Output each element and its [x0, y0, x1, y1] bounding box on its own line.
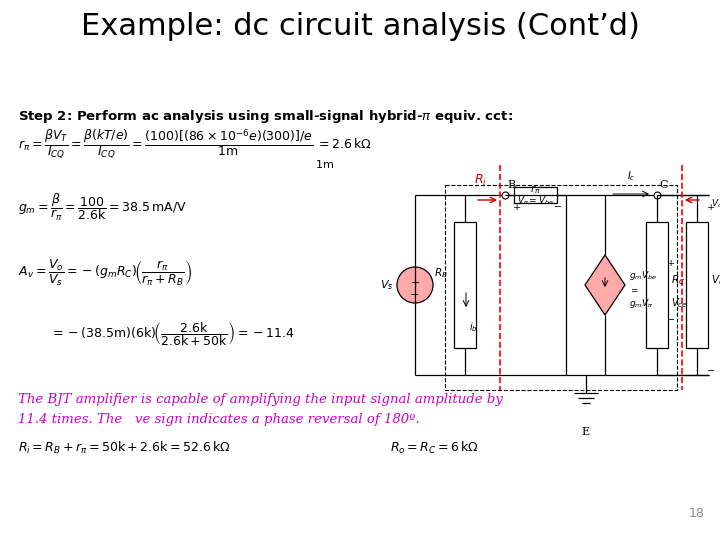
Text: $V_o$: $V_o$ [711, 273, 720, 287]
Text: The BJT amplifier is capable of amplifying the input signal amplitude by: The BJT amplifier is capable of amplifyi… [18, 393, 503, 406]
Text: $g_{m} = \dfrac{\beta}{r_{\pi}} = \dfrac{100}{2.6\mathrm{k}} = 38.5\,\mathrm{mA/: $g_{m} = \dfrac{\beta}{r_{\pi}} = \dfrac… [18, 192, 187, 223]
Text: C: C [659, 180, 667, 190]
Text: +: + [410, 278, 420, 288]
Text: $R_C$: $R_C$ [671, 273, 685, 287]
Text: +: + [707, 203, 715, 212]
Text: $g_m V_{be}$: $g_m V_{be}$ [629, 268, 657, 281]
Text: $r_{\pi} = \dfrac{\beta V_T}{I_{CQ}} = \dfrac{\beta(kT/e)}{I_{CQ}} = \dfrac{(100: $r_{\pi} = \dfrac{\beta V_T}{I_{CQ}} = \… [18, 128, 372, 162]
Text: Step 2: Perform ac analysis using small-signal hybrid-$\pi$ equiv. cct:: Step 2: Perform ac analysis using small-… [18, 108, 513, 125]
Bar [514, 187, 557, 203]
Text: $R_{o} = R_{C} = 6\,\mathrm{k}\Omega$: $R_{o} = R_{C} = 6\,\mathrm{k}\Omega$ [390, 440, 479, 456]
Text: 11.4 times. The   ve sign indicates a phase reversal of 180º.: 11.4 times. The ve sign indicates a phas… [18, 413, 420, 426]
Text: $=$: $=$ [629, 286, 639, 294]
Text: +: + [667, 259, 675, 267]
Polygon shape [585, 255, 625, 315]
Text: −: − [707, 367, 715, 376]
Text: 18: 18 [689, 507, 705, 520]
Text: $I_c$: $I_c$ [626, 169, 635, 183]
Text: $1\mathrm{m}$: $1\mathrm{m}$ [315, 158, 335, 170]
Text: −: − [554, 203, 562, 212]
Text: B: B [507, 180, 515, 190]
Text: +: + [513, 203, 521, 212]
Bar [646, 222, 668, 348]
Text: $V_{\pi}=V_{be}$: $V_{\pi}=V_{be}$ [517, 194, 554, 207]
Text: $g_m V_{\pi}$: $g_m V_{\pi}$ [629, 296, 653, 309]
Text: Example: dc circuit analysis (Cont’d): Example: dc circuit analysis (Cont’d) [81, 12, 639, 41]
Bar [686, 222, 708, 348]
Text: $V_s$: $V_s$ [379, 278, 393, 292]
Text: −: − [410, 290, 420, 300]
Text: E: E [582, 427, 590, 437]
Text: $V_{ce}$: $V_{ce}$ [671, 296, 688, 310]
Text: $A_{v} = \dfrac{V_{o}}{V_{s}} = -(g_{m}R_{C})\!\left(\dfrac{r_{\pi}}{r_{\pi}+R_{: $A_{v} = \dfrac{V_{o}}{V_{s}} = -(g_{m}R… [18, 258, 192, 288]
Text: $R_i$: $R_i$ [474, 172, 487, 187]
Text: $R_{i} = R_{B} + r_{\pi} = 50\mathrm{k} + 2.6\mathrm{k} = 52.6\,\mathrm{k}\Omega: $R_{i} = R_{B} + r_{\pi} = 50\mathrm{k} … [18, 440, 230, 456]
Bar [445, 185, 677, 390]
Text: $r_{\pi}$: $r_{\pi}$ [530, 183, 541, 196]
Text: −: − [667, 315, 675, 325]
Bar [454, 222, 476, 348]
Circle shape [397, 267, 433, 303]
Text: $R_B$: $R_B$ [434, 266, 448, 280]
Text: $V_{cc}$: $V_{cc}$ [711, 197, 720, 210]
Text: $= -(38.5\mathrm{m})(6\mathrm{k})\!\left(\dfrac{2.6\mathrm{k}}{2.6\mathrm{k}+50\: $= -(38.5\mathrm{m})(6\mathrm{k})\!\left… [50, 320, 294, 348]
Text: $i_b$: $i_b$ [469, 320, 477, 334]
